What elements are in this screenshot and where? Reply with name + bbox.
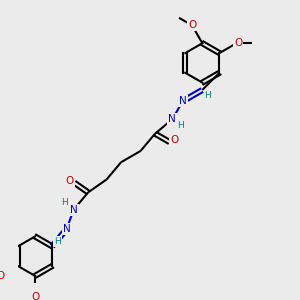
- Text: N: N: [63, 224, 70, 234]
- Text: O: O: [170, 135, 178, 145]
- Text: H: H: [54, 237, 61, 246]
- Text: N: N: [169, 114, 176, 124]
- Text: N: N: [179, 96, 187, 106]
- Text: O: O: [65, 176, 74, 186]
- Text: O: O: [188, 20, 196, 30]
- Text: O: O: [0, 272, 4, 281]
- Text: N: N: [70, 205, 77, 214]
- Text: O: O: [31, 292, 39, 300]
- Text: O: O: [234, 38, 242, 48]
- Text: H: H: [61, 198, 68, 207]
- Text: H: H: [177, 121, 184, 130]
- Text: H: H: [204, 91, 211, 100]
